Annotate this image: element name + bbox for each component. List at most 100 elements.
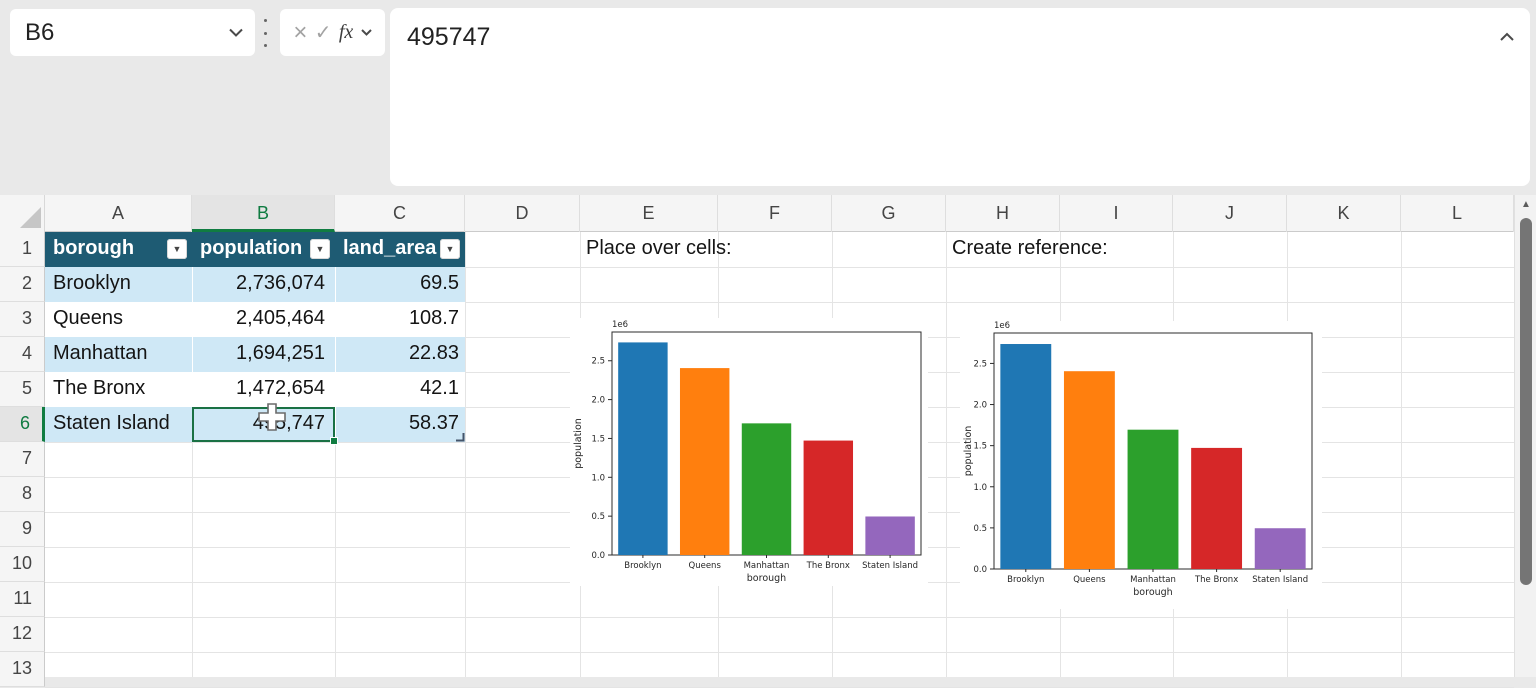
column-header-A[interactable]: A — [45, 195, 192, 232]
column-header-K[interactable]: K — [1287, 195, 1401, 232]
table-cell-r2-C[interactable]: 69.5 — [335, 267, 465, 302]
embedded-bar-chart-create-reference[interactable]: 0.0 0.5 1.0 1.5 2.0 2.5 1e6 Brooklyn Queens Manha… — [960, 321, 1322, 609]
table-cell-r6-C[interactable]: 58.37 — [335, 407, 465, 442]
filter-button-borough[interactable]: ▼ — [167, 239, 187, 259]
gridline-h — [45, 652, 1514, 653]
table-cell-r3-C[interactable]: 108.7 — [335, 302, 465, 337]
table-cell-r4-B[interactable]: 1,694,251 — [192, 337, 335, 372]
collapse-formula-bar-icon[interactable] — [1496, 26, 1518, 48]
selected-cell-border — [192, 407, 335, 442]
name-box[interactable]: B6 — [10, 9, 255, 56]
svg-text:1.5: 1.5 — [591, 434, 605, 444]
table-col-separator — [335, 337, 336, 372]
table-cell-r2-A[interactable]: Brooklyn — [45, 267, 192, 302]
table-cell-r4-C[interactable]: 22.83 — [335, 337, 465, 372]
column-header-E[interactable]: E — [580, 195, 718, 232]
scrollbar-thumb[interactable] — [1520, 218, 1532, 585]
svg-text:1.0: 1.0 — [973, 483, 987, 493]
cell-E1-label[interactable]: Place over cells: — [586, 237, 732, 259]
spreadsheet-grid[interactable]: borough ▼ population ▼ land_area ▼ Brooklyn 2,7… — [0, 195, 1536, 688]
bar-chart-canvas: 0.0 0.5 1.0 1.5 2.0 2.5 1e6 Brooklyn Queens Manha… — [963, 321, 1313, 598]
svg-text:1.0: 1.0 — [591, 473, 605, 483]
table-col-separator — [192, 267, 193, 302]
svg-text:Brooklyn: Brooklyn — [1007, 575, 1044, 585]
svg-text:population: population — [573, 418, 584, 469]
gridline-v — [465, 232, 466, 677]
confirm-icon[interactable]: ✓ — [314, 21, 332, 44]
table-header-borough[interactable]: borough — [45, 232, 192, 267]
row-header-9[interactable]: 9 — [0, 512, 45, 547]
table-col-separator — [335, 407, 336, 442]
row-header-5[interactable]: 5 — [0, 372, 45, 407]
cancel-icon[interactable]: × — [293, 18, 308, 46]
column-header-D[interactable]: D — [465, 195, 580, 232]
row-header-1[interactable]: 1 — [0, 232, 45, 267]
column-header-B[interactable]: B — [192, 195, 335, 232]
svg-text:Manhattan: Manhattan — [744, 561, 790, 571]
table-cell-r6-A[interactable]: Staten Island — [45, 407, 192, 442]
column-header-H[interactable]: H — [946, 195, 1060, 232]
scroll-up-icon[interactable]: ▲ — [1521, 199, 1531, 210]
svg-text:Staten Island: Staten Island — [1252, 575, 1308, 585]
table-col-separator — [192, 337, 193, 372]
gridline-h — [45, 267, 1514, 268]
table-cell-r2-B[interactable]: 2,736,074 — [192, 267, 335, 302]
svg-text:2.0: 2.0 — [973, 401, 987, 411]
svg-text:population: population — [963, 426, 974, 477]
table-cell-r3-A[interactable]: Queens — [45, 302, 192, 337]
svg-text:Queens: Queens — [1073, 575, 1106, 585]
row-header-2[interactable]: 2 — [0, 267, 45, 302]
column-header-F[interactable]: F — [718, 195, 832, 232]
table-col-separator — [335, 267, 336, 302]
formula-bar[interactable]: 495747 — [390, 8, 1530, 186]
table-cell-r5-B[interactable]: 1,472,654 — [192, 372, 335, 407]
filter-button-land_area[interactable]: ▼ — [440, 239, 460, 259]
gridline-h — [45, 617, 1514, 618]
embedded-bar-chart-place-over-cells[interactable]: 0.0 0.5 1.0 1.5 2.0 2.5 1e6 Brooklyn Queens Manha… — [570, 318, 928, 586]
svg-text:Staten Island: Staten Island — [862, 561, 918, 571]
vertical-scrollbar[interactable]: ▲ — [1514, 195, 1536, 677]
svg-text:1e6: 1e6 — [612, 320, 628, 330]
column-header-C[interactable]: C — [335, 195, 465, 232]
chevron-down-icon[interactable] — [360, 29, 372, 36]
table-cell-r5-A[interactable]: The Bronx — [45, 372, 192, 407]
svg-text:0.0: 0.0 — [591, 551, 605, 561]
row-header-3[interactable]: 3 — [0, 302, 45, 337]
table-cell-r3-B[interactable]: 2,405,464 — [192, 302, 335, 337]
row-header-13[interactable]: 13 — [0, 652, 45, 687]
svg-text:2.0: 2.0 — [591, 396, 605, 406]
table-resize-handle-icon[interactable] — [455, 432, 465, 442]
column-header-L[interactable]: L — [1401, 195, 1514, 232]
filter-button-population[interactable]: ▼ — [310, 239, 330, 259]
select-all-button[interactable] — [0, 195, 45, 232]
chevron-down-icon[interactable] — [229, 28, 243, 37]
row-header-8[interactable]: 8 — [0, 477, 45, 512]
svg-text:2.5: 2.5 — [973, 359, 987, 369]
fill-handle[interactable] — [330, 437, 338, 445]
row-header-12[interactable]: 12 — [0, 617, 45, 652]
cell-cross-cursor-icon — [258, 403, 286, 431]
cell-H1-label[interactable]: Create reference: — [952, 237, 1108, 259]
svg-text:1e6: 1e6 — [994, 321, 1010, 331]
row-header-11[interactable]: 11 — [0, 582, 45, 617]
svg-text:0.5: 0.5 — [591, 512, 605, 522]
svg-text:0.5: 0.5 — [973, 524, 987, 534]
svg-text:borough: borough — [747, 573, 786, 584]
insert-function-icon[interactable]: fx — [338, 21, 354, 43]
row-header-4[interactable]: 4 — [0, 337, 45, 372]
gridline-v — [1401, 232, 1402, 677]
gridline-v — [192, 232, 193, 677]
row-header-7[interactable]: 7 — [0, 442, 45, 477]
column-header-G[interactable]: G — [832, 195, 946, 232]
bar-chart-canvas: 0.0 0.5 1.0 1.5 2.0 2.5 1e6 Brooklyn Queens Manha… — [573, 320, 922, 584]
formula-bar-value[interactable]: 495747 — [407, 23, 491, 51]
table-cell-r4-A[interactable]: Manhattan — [45, 337, 192, 372]
table-cell-r5-C[interactable]: 42.1 — [335, 372, 465, 407]
svg-text:borough: borough — [1133, 587, 1172, 598]
column-header-J[interactable]: J — [1173, 195, 1287, 232]
svg-text:The Bronx: The Bronx — [1194, 575, 1238, 585]
row-header-6[interactable]: 6 — [0, 407, 45, 442]
column-header-I[interactable]: I — [1060, 195, 1173, 232]
name-box-value: B6 — [25, 18, 55, 46]
row-header-10[interactable]: 10 — [0, 547, 45, 582]
